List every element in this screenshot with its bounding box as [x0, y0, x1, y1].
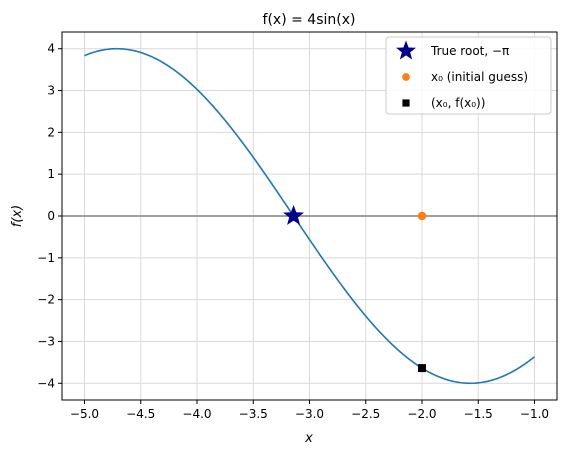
x-tick-label: −2.0 [407, 407, 436, 421]
x-tick-label: −1.5 [464, 407, 493, 421]
square-marker [418, 364, 426, 373]
legend-box [385, 36, 552, 115]
legend-label: x₀ (initial guess) [431, 70, 528, 84]
star-marker-legend [396, 40, 416, 60]
x-tick-label: −1.0 [520, 407, 549, 421]
curve-layer [84, 47, 535, 385]
y-axis-label: f(x) [10, 205, 25, 227]
legend: True root, −π x₀ (initial guess) (x₀, f(x₀… [385, 36, 552, 115]
x-tick-label: −2.5 [351, 407, 380, 421]
sine-curve [84, 47, 535, 385]
legend-label: True root, −π [430, 44, 509, 58]
y-tick-label: 4 [47, 42, 55, 56]
y-ticks: −4 −3 −2 −1 0 1 2 3 4 [37, 42, 62, 390]
points-layer [283, 205, 427, 373]
y-tick-label: 1 [47, 167, 55, 181]
x-tick-label: −4.5 [126, 407, 155, 421]
square-marker-legend [402, 99, 410, 107]
circle-marker [417, 211, 427, 221]
y-tick-label: 0 [47, 209, 55, 223]
x-tick-label: −3.5 [239, 407, 268, 421]
circle-marker-legend [402, 73, 410, 81]
x-axis-label: x [304, 431, 313, 446]
y-tick-label: 3 [47, 84, 55, 98]
y-tick-label: −2 [37, 293, 55, 307]
y-tick-label: 2 [47, 125, 55, 139]
x-ticks: −5.0 −4.5 −4.0 −3.5 −3.0 −2.5 −2.0 −1.5 −1.0 [70, 400, 549, 421]
x-tick-label: −3.0 [295, 407, 324, 421]
y-tick-label: −3 [37, 334, 55, 348]
y-tick-label: −4 [37, 376, 55, 390]
star-marker [283, 205, 305, 225]
legend-label: (x₀, f(x₀)) [431, 96, 485, 110]
y-tick-label: −1 [37, 251, 55, 265]
x-tick-label: −5.0 [70, 407, 99, 421]
chart-title: f(x) = 4sin(x) [263, 12, 356, 28]
legend-entries: True root, −π x₀ (initial guess) (x₀, f(x₀… [396, 40, 528, 110]
x-tick-label: −4.0 [182, 407, 211, 421]
